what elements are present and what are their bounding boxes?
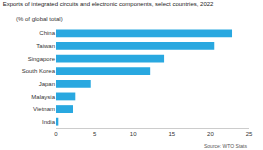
svg-text:Singapore: Singapore — [28, 56, 56, 62]
svg-text:India: India — [42, 119, 56, 125]
svg-text:South Korea: South Korea — [22, 68, 56, 74]
svg-text:Vietnam: Vietnam — [33, 106, 55, 112]
svg-text:25: 25 — [246, 131, 253, 137]
svg-text:10: 10 — [130, 131, 137, 137]
svg-text:Taiwan: Taiwan — [36, 43, 55, 49]
svg-text:5: 5 — [93, 131, 97, 137]
svg-text:15: 15 — [168, 131, 175, 137]
svg-text:Source: WTO Stats: Source: WTO Stats — [204, 143, 247, 149]
svg-text:0: 0 — [54, 131, 58, 137]
svg-text:(% of global total): (% of global total) — [16, 16, 63, 22]
svg-text:China: China — [39, 30, 55, 36]
svg-text:Exports of integrated circuits: Exports of integrated circuits and elect… — [3, 1, 214, 7]
svg-text:Malaysia: Malaysia — [31, 94, 55, 100]
svg-text:20: 20 — [207, 131, 214, 137]
svg-text:Japan: Japan — [39, 81, 55, 87]
